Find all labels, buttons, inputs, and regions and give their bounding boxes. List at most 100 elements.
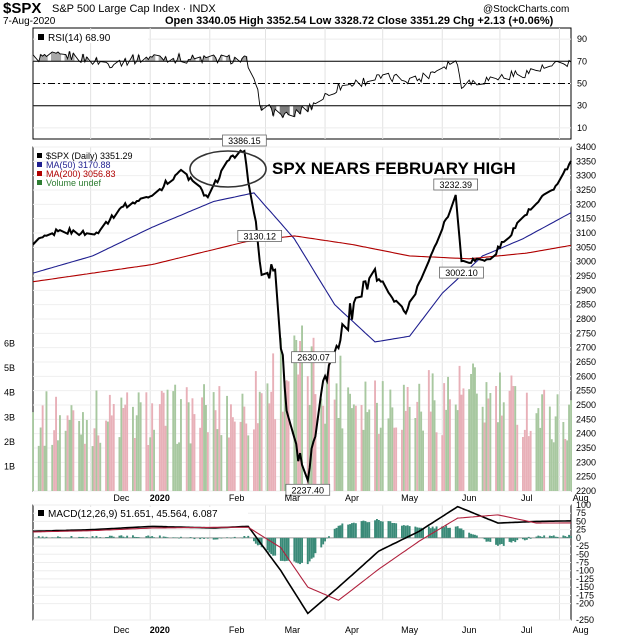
volume-bar bbox=[337, 418, 340, 491]
volume-bar bbox=[381, 381, 384, 491]
macd-histogram-bar bbox=[122, 536, 125, 538]
macd-histogram-bar bbox=[51, 537, 54, 538]
volume-bar bbox=[293, 335, 296, 491]
price-x-tick-8: Aug bbox=[573, 493, 589, 503]
volume-bar bbox=[485, 382, 488, 491]
volume-bar bbox=[110, 415, 113, 491]
macd-histogram-bar bbox=[199, 537, 202, 540]
volume-bar bbox=[406, 387, 409, 491]
macd-histogram-bar bbox=[554, 536, 557, 538]
macd-histogram-bar bbox=[529, 537, 532, 539]
macd-histogram-bar bbox=[270, 537, 273, 555]
macd-histogram-bar bbox=[556, 536, 559, 538]
price-data-label-5: 3002.10 bbox=[445, 268, 478, 278]
volume-bar bbox=[287, 381, 290, 491]
volume-bar bbox=[253, 429, 255, 491]
volume-bar bbox=[189, 443, 192, 491]
volume-bar bbox=[475, 393, 478, 491]
volume-bar bbox=[72, 410, 75, 491]
volume-bar bbox=[118, 437, 121, 491]
macd-histogram-bar bbox=[301, 537, 303, 563]
macd-histogram-bar bbox=[514, 537, 517, 543]
volume-bar bbox=[57, 440, 59, 491]
volume-bar bbox=[543, 389, 546, 491]
volume-bar bbox=[379, 427, 382, 491]
volume-bar bbox=[39, 427, 42, 491]
volume-bar bbox=[149, 437, 152, 491]
volume-bar bbox=[228, 437, 230, 491]
macd-histogram-bar bbox=[408, 526, 411, 538]
volume-bar bbox=[80, 434, 82, 491]
price-y-tick-17: 3050 bbox=[576, 242, 596, 252]
price-y-tick-16: 3000 bbox=[576, 257, 596, 267]
volume-bar bbox=[522, 437, 524, 491]
volume-bar bbox=[454, 404, 457, 491]
volume-bar bbox=[66, 415, 69, 491]
price-y-tick-8: 2600 bbox=[576, 371, 596, 381]
date-label: 7-Aug-2020 bbox=[3, 16, 56, 27]
price-y-tick-6: 2500 bbox=[576, 400, 596, 410]
volume-bar bbox=[368, 409, 371, 491]
volume-bar bbox=[32, 412, 34, 491]
macd-histogram-bar bbox=[149, 536, 152, 538]
macd-histogram-bar bbox=[132, 535, 134, 538]
volume-bar bbox=[377, 434, 380, 491]
macd-histogram-bar bbox=[110, 535, 113, 538]
macd-histogram-bar bbox=[462, 530, 465, 538]
volume-bar bbox=[366, 412, 369, 491]
macd-histogram-bar bbox=[80, 537, 82, 538]
volume-bar bbox=[354, 405, 357, 491]
price-x-tick-4: Apr bbox=[345, 493, 359, 503]
macd-histogram-bar bbox=[339, 525, 342, 538]
volume-bar bbox=[247, 435, 250, 491]
volume-bar bbox=[389, 389, 392, 491]
volume-bar bbox=[422, 430, 424, 491]
volume-bar bbox=[203, 384, 205, 491]
volume-bar bbox=[408, 406, 411, 491]
macd-y-tick-6: -50 bbox=[576, 549, 589, 559]
volume-bar bbox=[97, 435, 100, 491]
macd-histogram-bar bbox=[510, 537, 513, 543]
volume-bar bbox=[281, 411, 284, 491]
macd-histogram-bar bbox=[352, 522, 355, 538]
macd-histogram-bar bbox=[120, 535, 123, 538]
volume-bar bbox=[443, 383, 446, 491]
price-y-tick-0: 2200 bbox=[576, 486, 596, 496]
volume-bar bbox=[53, 430, 56, 491]
macd-histogram-bar bbox=[512, 537, 515, 541]
price-y-tick-11: 2750 bbox=[576, 328, 596, 338]
macd-histogram-bar bbox=[306, 537, 309, 565]
macd-histogram-bar bbox=[164, 536, 167, 538]
volume-bar bbox=[347, 387, 350, 491]
macd-histogram-bar bbox=[460, 528, 463, 538]
volume-bar bbox=[178, 442, 180, 491]
macd-histogram-bar bbox=[516, 537, 519, 541]
macd-histogram-bar bbox=[297, 537, 300, 564]
volume-bar bbox=[199, 427, 202, 491]
volume-bar bbox=[418, 383, 421, 491]
volume-bar bbox=[435, 432, 438, 491]
volume-bar bbox=[328, 357, 330, 491]
macd-x-tick-3: Mar bbox=[285, 625, 301, 635]
macd-histogram-bar bbox=[387, 521, 390, 538]
volume-y-tick-0: 1B bbox=[4, 461, 15, 471]
macd-histogram-bar bbox=[447, 527, 449, 538]
macd-histogram-bar bbox=[552, 535, 555, 538]
volume-bar bbox=[525, 392, 528, 491]
price-data-label-box-0 bbox=[222, 134, 267, 147]
volume-bar bbox=[180, 399, 182, 491]
volume-bar bbox=[151, 403, 154, 491]
volume-bar bbox=[55, 396, 57, 491]
macd-histogram-bar bbox=[527, 536, 530, 538]
macd-histogram-bar bbox=[145, 536, 148, 538]
rsi-title: RSI(14) 68.90 bbox=[48, 33, 111, 44]
ohlc-summary: Open 3340.05 High 3352.54 Low 3328.72 Cl… bbox=[165, 15, 554, 27]
macd-histogram-bar bbox=[485, 537, 488, 542]
macd-histogram-bar bbox=[374, 520, 376, 538]
annotation-text: SPX NEARS FEBRUARY HIGH bbox=[272, 159, 516, 178]
macd-histogram-bar bbox=[189, 537, 192, 538]
macd-y-tick-4: 0 bbox=[576, 533, 581, 543]
volume-bar bbox=[393, 427, 396, 491]
macd-histogram-bar bbox=[443, 527, 446, 538]
volume-bar bbox=[427, 370, 430, 491]
